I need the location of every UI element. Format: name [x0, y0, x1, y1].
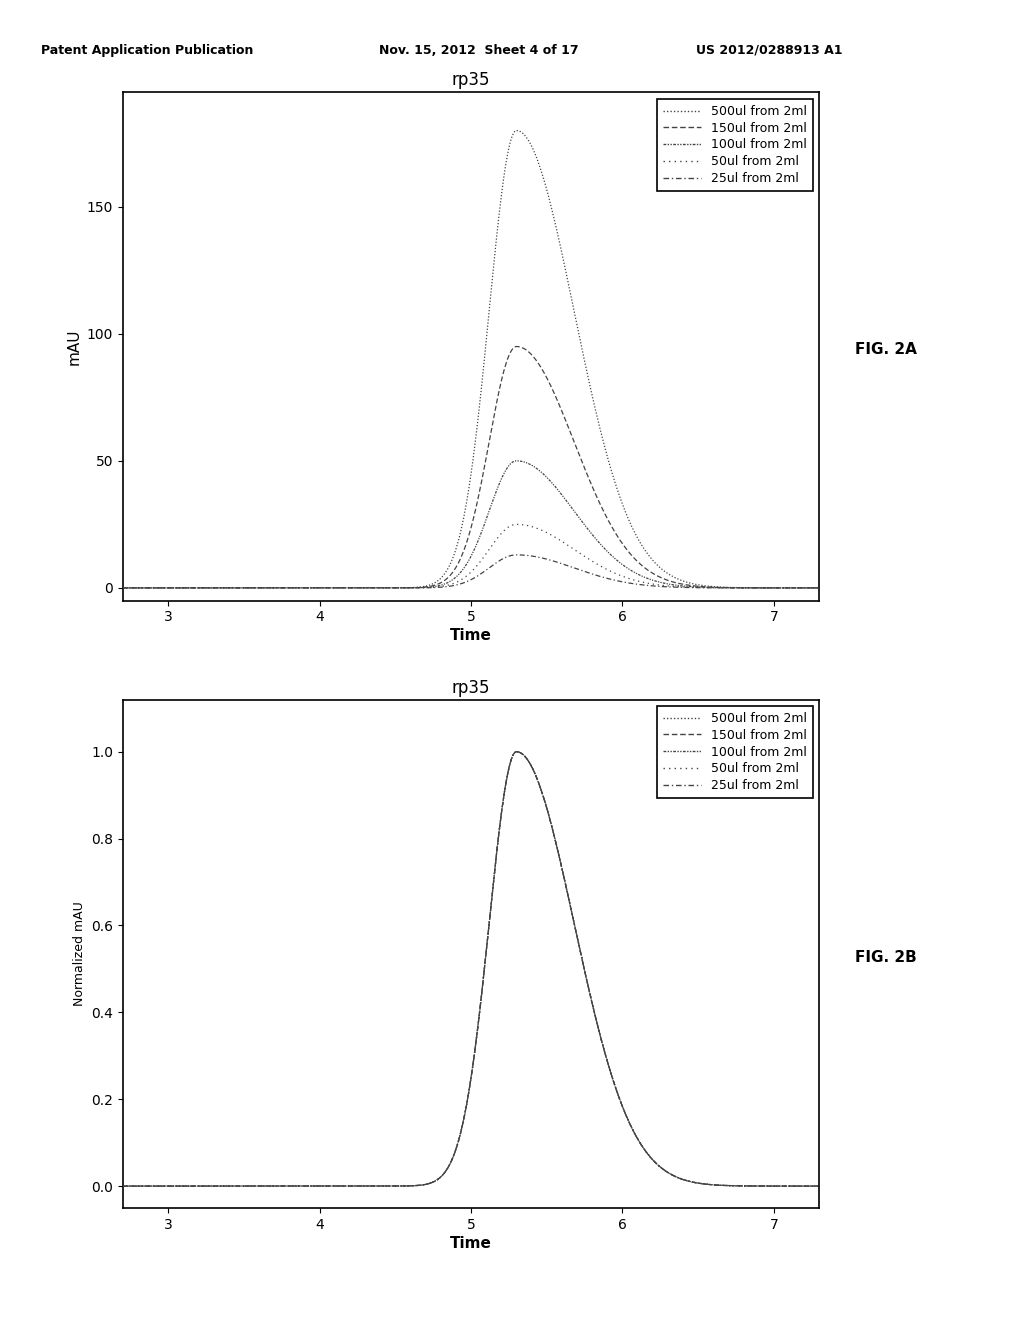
Text: Nov. 15, 2012  Sheet 4 of 17: Nov. 15, 2012 Sheet 4 of 17 — [379, 44, 579, 57]
Legend: 500ul from 2ml, 150ul from 2ml, 100ul from 2ml, 50ul from 2ml, 25ul from 2ml: 500ul from 2ml, 150ul from 2ml, 100ul fr… — [657, 706, 813, 799]
Text: FIG. 2A: FIG. 2A — [855, 342, 916, 358]
X-axis label: Time: Time — [451, 628, 492, 643]
Text: US 2012/0288913 A1: US 2012/0288913 A1 — [696, 44, 843, 57]
Y-axis label: mAU: mAU — [67, 329, 81, 364]
Legend: 500ul from 2ml, 150ul from 2ml, 100ul from 2ml, 50ul from 2ml, 25ul from 2ml: 500ul from 2ml, 150ul from 2ml, 100ul fr… — [657, 99, 813, 191]
Text: Patent Application Publication: Patent Application Publication — [41, 44, 253, 57]
Title: rp35: rp35 — [452, 678, 490, 697]
Text: FIG. 2B: FIG. 2B — [855, 949, 916, 965]
Title: rp35: rp35 — [452, 71, 490, 90]
Y-axis label: Normalized mAU: Normalized mAU — [73, 902, 86, 1006]
X-axis label: Time: Time — [451, 1236, 492, 1250]
